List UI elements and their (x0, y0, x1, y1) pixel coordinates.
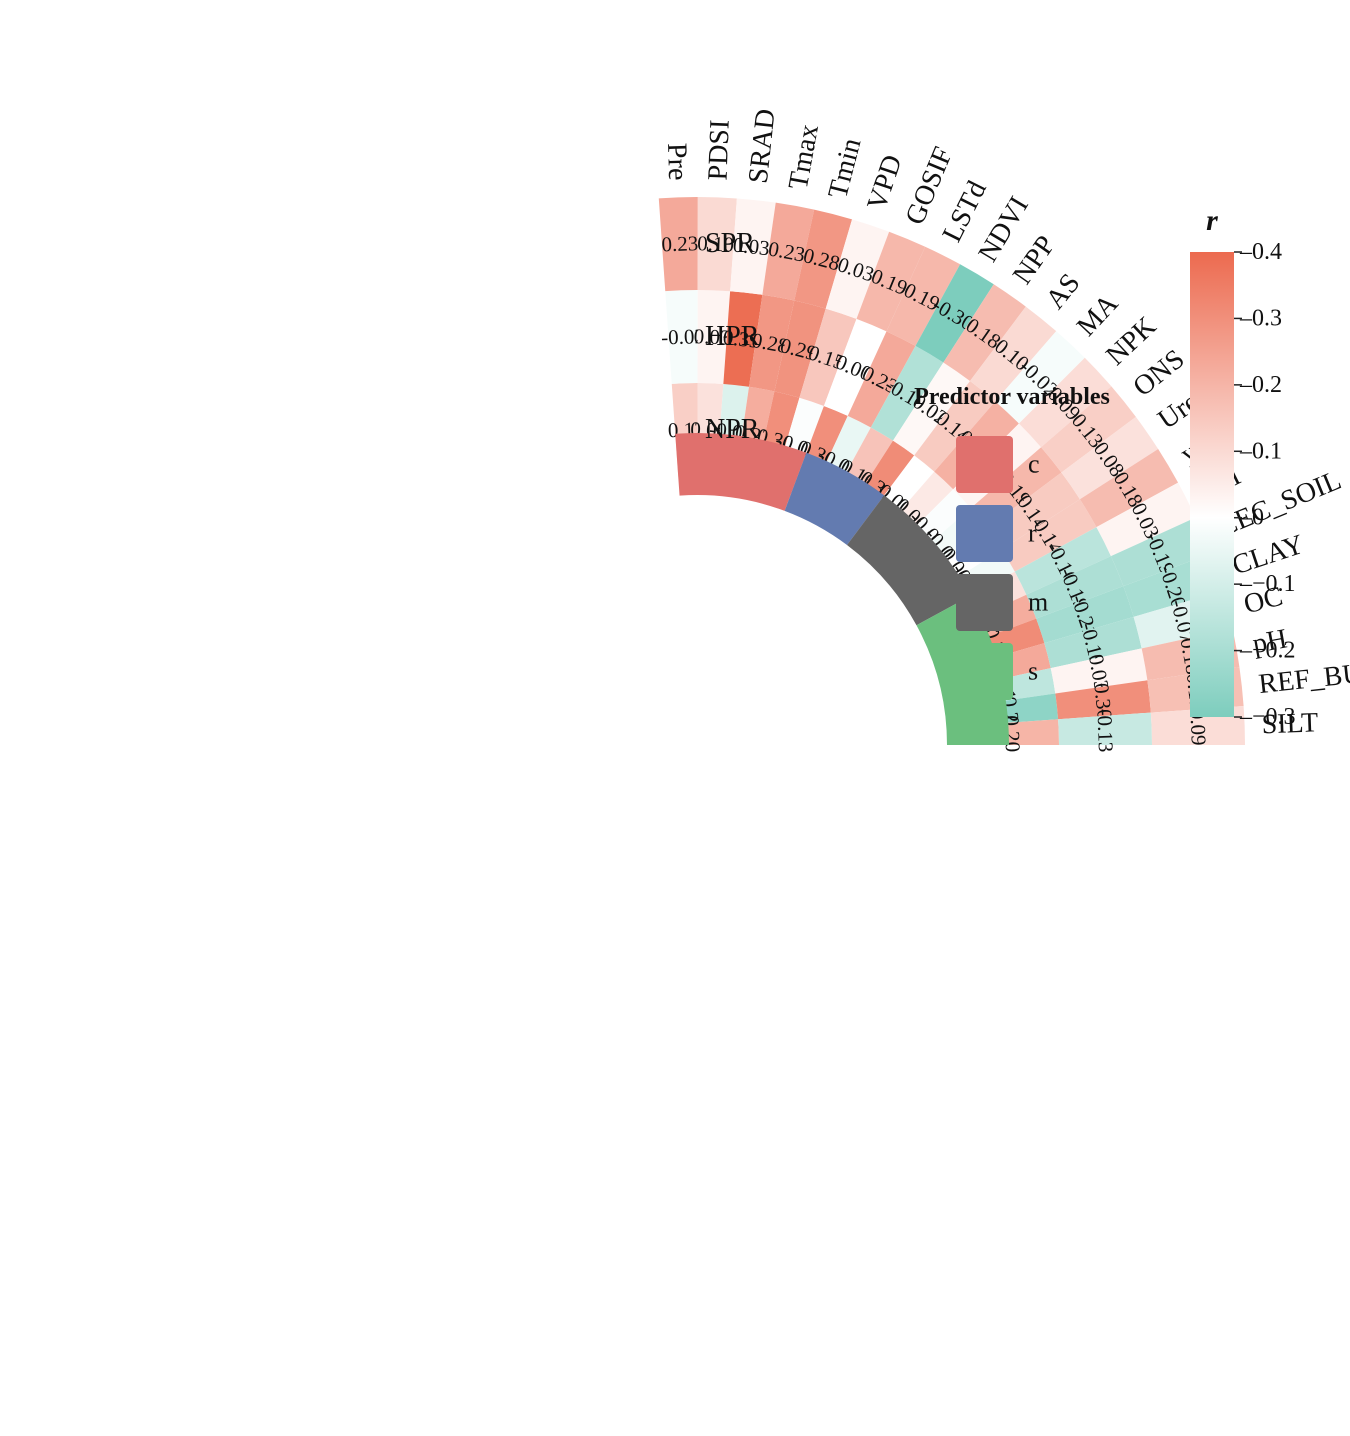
legend-swatch-m (956, 574, 1013, 631)
colorbar-tick-label: –0.3 (1239, 305, 1282, 331)
colorbar-tick-label: –−0.2 (1239, 638, 1296, 664)
colorbar-tick-label: –0.4 (1239, 239, 1282, 265)
heatmap-cell-CEC_SOIL-HPR (1026, 556, 1124, 619)
heatmap-cell-SILT-HPR (1058, 712, 1152, 745)
colorbar-gradient (1190, 252, 1234, 717)
legend: Predictor variables c r m s (914, 384, 1110, 700)
heatmap-cell-GOSIF-HPR (823, 318, 887, 416)
ring-labels: NPR HPR SPR (705, 228, 760, 445)
heatmap-cell-VPD-SPR (825, 219, 890, 319)
legend-label-c: c (1028, 450, 1040, 479)
heatmap-cell-Pre-HPR (665, 290, 698, 384)
variable-label-PDSI: PDSI (703, 119, 736, 181)
heatmap-cell-NPP-HPR (893, 362, 970, 456)
heatmap-cell-REF_BULK-HPR (1055, 680, 1151, 720)
colorbar-tick-label: –0 (1239, 505, 1264, 531)
legend-label-m: m (1028, 588, 1048, 617)
heatmap-cell-Pre-SPR (658, 196, 698, 292)
cell-value-label: 0.39 (722, 325, 761, 353)
heatmap-cell-PDSI-SPR (697, 197, 737, 292)
colorbar-tick-label: –0.1 (1239, 438, 1282, 464)
cell-value-label: 0.30 (1089, 682, 1117, 721)
heatmap-cell-year-SPR (1079, 448, 1179, 528)
cell-value-label: 0.23 (661, 231, 699, 256)
heatmap-cell-GOSIF-SPR (856, 231, 926, 332)
heatmap-cell-Urea-SPR (1061, 416, 1159, 500)
legend-swatch-r (956, 505, 1013, 562)
heatmap-cell-SM-HPR (1014, 527, 1111, 595)
heatmap-cell-CLAY-HPR (1036, 586, 1134, 644)
heatmap-cell-LSTd-SPR (886, 246, 961, 346)
heatmap-cell-pH-HPR (1050, 648, 1148, 694)
ring-label-NPR: NPR (705, 414, 760, 445)
heatmap-cell-Tmax-HPR (749, 294, 795, 392)
heatmap-cell-NPK-SPR (1018, 357, 1112, 448)
heatmap-cell-AS-SPR (969, 306, 1057, 402)
variable-label-SRAD: SRAD (743, 107, 782, 185)
cell-value-label: -0.13 (1092, 708, 1118, 753)
variable-label-Pre: Pre (661, 142, 693, 180)
ring-label-SPR: SPR (705, 228, 755, 259)
heatmap-cell-Tmin-HPR (774, 300, 826, 398)
group-arc-m (846, 495, 971, 626)
colorbar-tick-label: –−0.1 (1239, 571, 1296, 597)
colorbar: r –0.4 –0.3 –0.2 –0.1 –0 –−0.1 –−0.2 –−0.3 (1190, 204, 1296, 730)
ring-label-HPR: HPR (705, 321, 760, 352)
heatmap-cell-PDSI-HPR (697, 290, 731, 384)
variable-label-VPD: VPD (861, 151, 908, 214)
cell-value-label: 0.03 (693, 324, 731, 349)
colorbar-tick-label: –−0.3 (1239, 704, 1296, 730)
legend-swatch-s (956, 643, 1013, 700)
heatmap-cell-NDVI-SPR (915, 264, 994, 363)
cell-value-label: 0.10 (697, 231, 735, 256)
variable-label-Tmin: Tmin (822, 135, 867, 201)
heatmap-cell-NDVI-HPR (870, 345, 944, 441)
variable-label-AS: AS (1040, 268, 1087, 315)
heatmap-cell-LSTd-HPR (847, 331, 916, 428)
heatmap-cell-ONS-SPR (1041, 386, 1136, 473)
heatmap-cell-year-HPR (1001, 499, 1097, 572)
heatmap-cell-Tmin-SPR (794, 209, 853, 309)
heatmap-cell-SRAD-HPR (723, 291, 763, 387)
variable-label-pH: pH (1250, 623, 1289, 660)
heatmap-cell-SM-SPR (1096, 482, 1196, 557)
cell-value-label: 0.03 (732, 233, 771, 261)
colorbar-title: r (1206, 204, 1218, 237)
group-arc-r (784, 452, 885, 545)
heatmap-cell-MA-SPR (995, 331, 1085, 424)
legend-label-r: r (1028, 519, 1037, 548)
group-arc-c (675, 432, 807, 511)
heatmap-cell-OC-HPR (1044, 616, 1142, 669)
variable-label-Tmax: Tmax (783, 122, 825, 192)
heatmap-cell-VPD-HPR (799, 308, 857, 406)
heatmap-cell-SRAD-SPR (730, 198, 776, 295)
heatmap-cell-Tmax-SPR (762, 202, 815, 301)
heatmap-cell-AS-HPR (914, 380, 996, 472)
legend-title: Predictor variables (914, 384, 1110, 410)
colorbar-tick-label: –0.2 (1239, 372, 1282, 398)
variable-label-SILT: SILT (1261, 707, 1319, 740)
heatmap-cell-CEC_SOIL-SPR (1110, 517, 1211, 587)
legend-label-s: s (1028, 657, 1038, 686)
heatmap-cell-NPP-SPR (943, 284, 1026, 381)
legend-swatch-c (956, 436, 1013, 493)
